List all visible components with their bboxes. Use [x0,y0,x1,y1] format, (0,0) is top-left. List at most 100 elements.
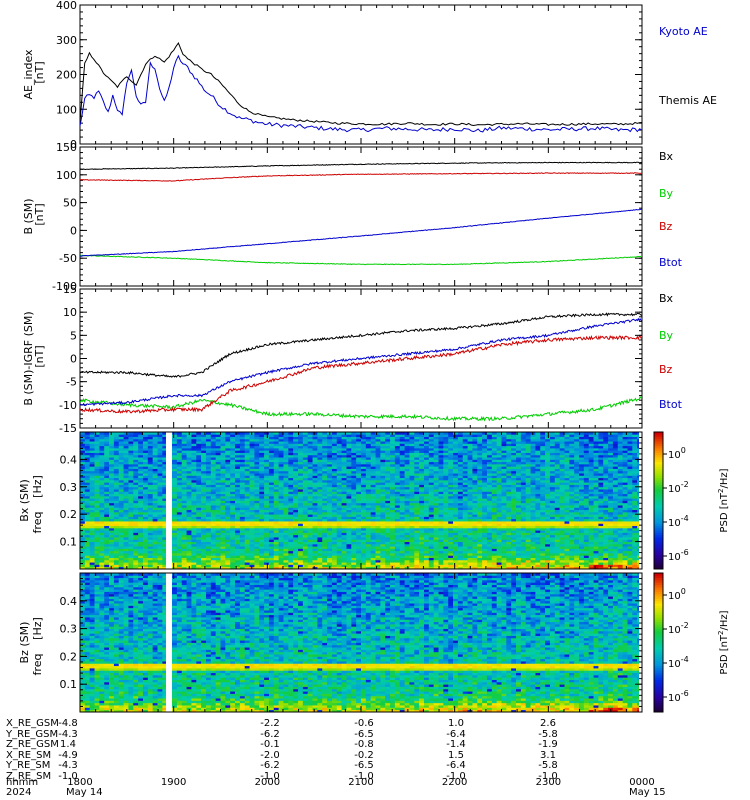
spectrogram-cell [302,555,309,558]
spectrogram-cell [94,525,100,529]
spectrogram-cell [331,491,338,495]
spectrogram-cell [341,454,347,458]
spectrogram-cell [196,559,202,563]
spectrogram-cell [390,443,396,447]
spectrogram-cell [201,432,207,435]
spectrogram-cell [433,484,439,488]
spectrogram-cell [172,463,178,467]
spectrogram-cell [109,484,115,488]
spectrogram-cell [118,555,124,558]
spectrogram-cell [361,441,367,444]
spectrogram-cell [370,505,376,508]
spectrogram-cell [438,502,444,506]
spectrogram-cell [394,564,401,568]
spectrogram-cell [239,507,246,511]
spectrogram-cell [273,450,280,453]
spectrogram-cell [249,527,255,531]
spectrogram-cell [176,564,183,568]
spectrogram-cell [322,447,328,451]
spectrogram-cell [176,482,183,485]
spectrogram-cell [109,436,115,440]
spectrogram-cell [220,495,226,499]
spectrogram-cell [302,523,309,527]
spectrogram-cell [322,445,328,449]
spectrogram-cell [104,525,110,529]
spectrogram-cell [215,539,221,542]
spectrogram-cell [278,482,284,485]
spectrogram-cell [370,491,376,495]
spectrogram-cell [331,532,338,536]
spectrogram-cell [331,518,338,522]
spectrogram-cell [84,548,91,552]
spectrogram-cell [312,543,318,547]
spectrogram-cell [254,530,260,533]
spectrogram-cell [293,511,299,515]
spectrogram-cell [351,548,357,552]
spectrogram-cell [104,452,110,456]
spectrogram-cell [181,486,187,490]
spectrogram-cell [235,450,241,453]
spectrogram-cell [133,486,139,490]
spectrogram-cell [172,534,178,538]
spectrogram-cell [225,463,231,467]
y-axis-label: B (SM) [22,198,35,234]
spectrogram-cell [210,514,217,517]
spectrogram-cell [147,509,154,513]
spectrogram-cell [220,537,226,540]
spectrogram-cell [123,555,129,558]
spectrogram-cell [80,527,86,531]
spectrogram-cell [230,491,236,495]
spectrogram-cell [104,454,110,458]
spectrogram-cell [428,482,435,485]
spectrogram-cell [419,564,425,568]
spectrogram-cell [230,477,236,481]
spectrogram-cell [268,548,275,552]
spectrogram-cell [249,539,255,542]
series-line-bz [80,335,642,414]
spectrogram-cell [390,539,396,542]
spectrogram-cell [414,445,420,449]
spectrogram-cell [414,550,420,554]
spectrogram-cell [128,525,134,529]
spectrogram-cell [317,548,323,552]
spectrogram-cell [327,473,333,476]
spectrogram-cell [186,530,192,533]
spectrogram-cell [438,489,444,492]
spectrogram-cell [438,543,444,547]
spectrogram-cell [293,534,299,538]
spectrogram-cell [365,484,372,488]
spectrogram-cell [268,537,275,540]
spectrogram-cell [399,516,405,520]
spectrogram-cell [404,450,410,453]
spectrogram-cell [264,482,270,485]
spectrogram-cell [201,502,207,506]
spectrogram-cell [109,459,115,463]
spectrogram-cell [210,495,217,499]
spectrogram-cell [302,550,309,554]
spectrogram-cell [385,463,391,467]
spectrogram-cell [230,539,236,542]
spectrogram-cell [443,534,449,538]
spectrogram-cell [210,550,217,554]
spectrogram-cell [123,559,129,563]
spectrogram-cell [142,479,149,483]
spectrogram-cell [254,527,260,531]
spectrogram-cell [191,438,197,442]
spectrogram-cell [302,530,309,533]
spectrogram-cell [390,459,396,463]
spectrogram-cell [409,450,415,453]
spectrogram-cell [249,463,255,467]
spectrogram-cell [113,459,120,463]
spectrogram-cell [191,441,197,444]
spectrogram-cell [331,548,338,552]
spectrogram-cell [147,559,154,563]
spectrogram-cell [254,525,260,529]
spectrogram-cell [94,489,100,492]
spectrogram-cell [157,507,163,511]
spectrogram-cell [118,434,124,437]
spectrogram-cell [346,539,352,542]
spectrogram-cell [380,557,386,561]
spectrogram-cell [225,550,231,554]
spectrogram-cell [365,511,372,515]
spectrogram-cell [322,546,328,549]
